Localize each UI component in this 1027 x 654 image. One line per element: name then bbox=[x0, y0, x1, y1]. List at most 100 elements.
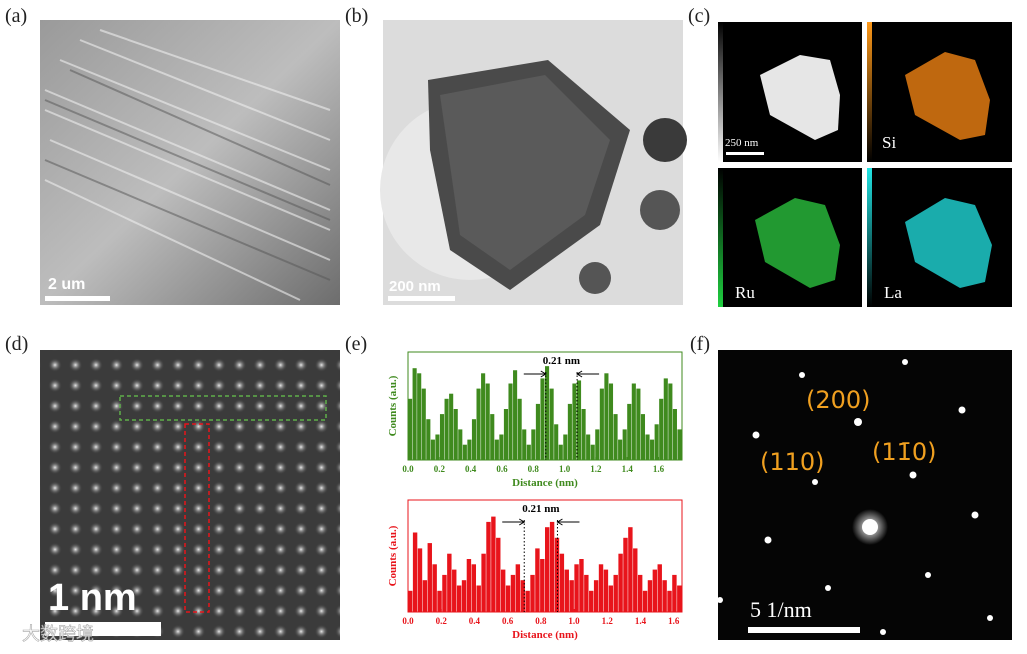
bar bbox=[432, 564, 437, 612]
bar bbox=[449, 393, 454, 460]
bar bbox=[642, 590, 648, 612]
bar bbox=[540, 378, 545, 460]
plane-label: (110) bbox=[760, 448, 825, 476]
bar bbox=[452, 569, 457, 612]
map-signal bbox=[755, 198, 840, 288]
panel-label: (d) bbox=[5, 333, 28, 355]
bar bbox=[590, 444, 595, 460]
bar bbox=[462, 444, 467, 460]
panel-label: (e) bbox=[345, 333, 367, 355]
sem-shadow bbox=[44, 69, 331, 281]
bar bbox=[677, 429, 682, 460]
bar bbox=[466, 559, 472, 612]
central-spot bbox=[862, 519, 878, 535]
element-label: Si bbox=[882, 133, 896, 152]
scale-text: 5 1/nm bbox=[750, 597, 812, 622]
x-tick-label: 1.0 bbox=[568, 616, 580, 626]
plot-frame bbox=[407, 351, 683, 461]
x-tick-label: 1.6 bbox=[653, 464, 665, 474]
bar bbox=[647, 580, 653, 612]
bar bbox=[447, 553, 452, 612]
bar bbox=[581, 409, 586, 460]
x-tick-label: 0.4 bbox=[465, 464, 477, 474]
bar bbox=[622, 429, 627, 460]
arrow bbox=[502, 518, 526, 526]
bar bbox=[586, 434, 591, 460]
bar bbox=[467, 439, 472, 460]
bar bbox=[505, 585, 511, 612]
panel-b: (b) 200 nm bbox=[345, 5, 687, 305]
bar bbox=[417, 548, 423, 612]
y-axis-label: Counts (a.u.) bbox=[387, 375, 399, 436]
panel-d: (d) 1 nm bbox=[5, 333, 340, 640]
x-tick-label: 1.4 bbox=[635, 616, 647, 626]
plot-frame bbox=[407, 499, 683, 613]
bar bbox=[481, 553, 486, 612]
bar bbox=[486, 521, 491, 612]
bar bbox=[636, 388, 641, 460]
bar bbox=[426, 419, 431, 460]
crystal-face bbox=[440, 75, 610, 270]
bar bbox=[500, 569, 506, 612]
panel-c: (c) 250 nm Si Ru La bbox=[688, 5, 1012, 307]
bar bbox=[668, 383, 673, 460]
bar bbox=[663, 378, 668, 460]
bar bbox=[579, 559, 584, 612]
annotation: 0.21 nm bbox=[522, 503, 559, 515]
bar bbox=[427, 543, 432, 612]
bar bbox=[613, 574, 618, 612]
bar bbox=[444, 398, 449, 460]
x-tick-label: 0.2 bbox=[434, 464, 446, 474]
bar bbox=[572, 383, 577, 460]
bar bbox=[535, 403, 540, 460]
bar bbox=[503, 409, 509, 460]
bar bbox=[567, 403, 572, 460]
particle bbox=[760, 55, 840, 140]
bar bbox=[430, 439, 435, 460]
bar bbox=[623, 537, 628, 612]
bar bbox=[598, 564, 604, 612]
bar bbox=[662, 580, 667, 612]
bar bbox=[667, 590, 672, 612]
bar bbox=[408, 590, 413, 612]
scale-bar bbox=[748, 627, 860, 633]
bar bbox=[545, 527, 550, 612]
color-bar bbox=[867, 22, 872, 162]
bar bbox=[604, 373, 609, 460]
bar bbox=[496, 537, 501, 612]
bar bbox=[672, 574, 677, 612]
bar bbox=[677, 585, 682, 612]
bar bbox=[499, 434, 504, 460]
bar bbox=[442, 574, 447, 612]
x-tick-label: 0.8 bbox=[528, 464, 540, 474]
bar bbox=[453, 409, 458, 460]
x-tick-label: 1.2 bbox=[590, 464, 602, 474]
bar bbox=[618, 439, 623, 460]
color-bar bbox=[718, 22, 723, 162]
panel-label: (b) bbox=[345, 5, 368, 27]
bar bbox=[461, 580, 467, 612]
bar bbox=[476, 388, 481, 460]
x-tick-label: 1.0 bbox=[559, 464, 571, 474]
bar bbox=[631, 383, 636, 460]
bar bbox=[599, 388, 604, 460]
x-tick-label: 1.2 bbox=[602, 616, 614, 626]
bar bbox=[491, 516, 496, 612]
bar bbox=[657, 564, 662, 612]
x-axis-label: Distance (nm) bbox=[512, 629, 578, 641]
bar bbox=[554, 537, 560, 612]
x-tick-label: 0.2 bbox=[436, 616, 448, 626]
panel-a: (a) 2 um bbox=[5, 5, 340, 305]
bar bbox=[576, 380, 582, 460]
bar bbox=[549, 521, 555, 612]
particle bbox=[640, 190, 680, 230]
bar bbox=[412, 368, 417, 460]
line-profile-box bbox=[184, 423, 210, 613]
bar bbox=[584, 574, 589, 612]
bar bbox=[672, 409, 677, 460]
bar bbox=[564, 569, 569, 612]
bar bbox=[510, 574, 516, 612]
bar bbox=[645, 434, 650, 460]
bar bbox=[535, 548, 540, 612]
line-profile-box bbox=[119, 395, 327, 421]
